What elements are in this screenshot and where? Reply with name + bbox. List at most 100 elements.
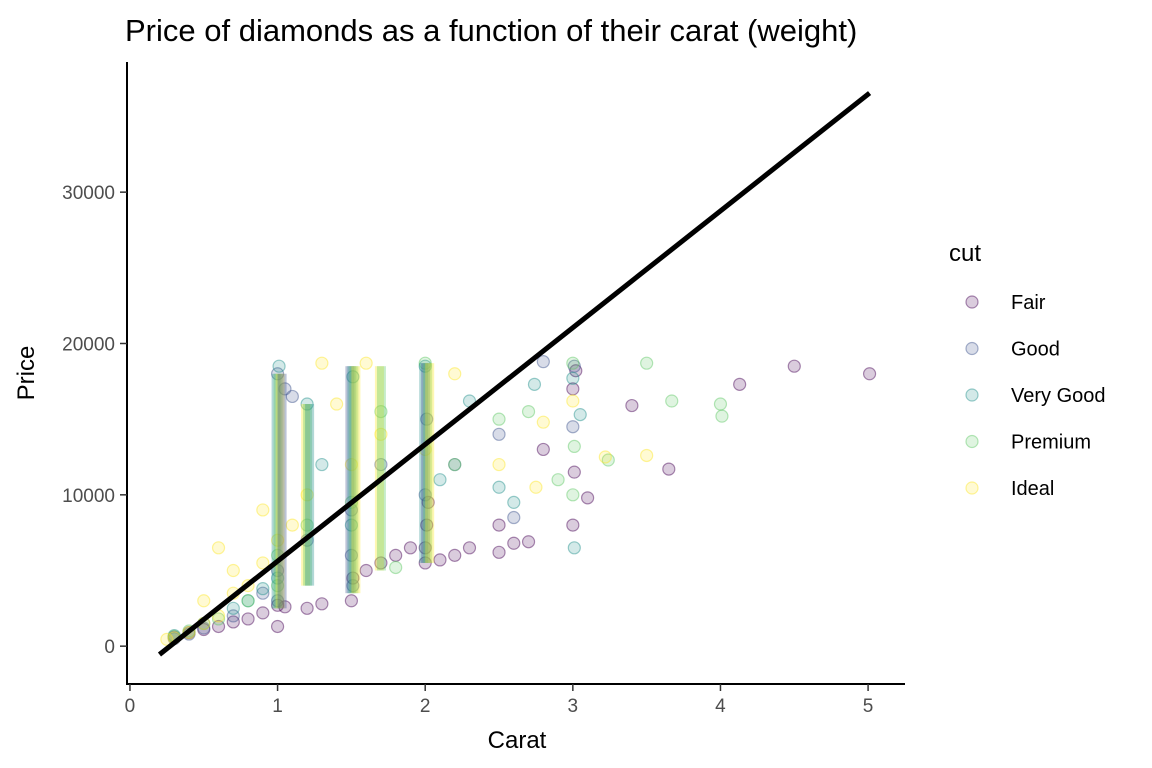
data-point-premium — [640, 356, 654, 370]
data-point-fair — [315, 597, 329, 611]
legend-key — [965, 434, 979, 449]
density-bands — [271, 363, 435, 609]
y-axis-title: Price — [13, 346, 40, 401]
data-point-fair — [344, 594, 358, 608]
data-point-ideal — [330, 397, 344, 411]
data-point-fair — [270, 619, 285, 634]
data-point-premium — [715, 409, 729, 423]
data-point-good — [507, 510, 521, 525]
data-point-fair — [241, 612, 255, 626]
data-point-fair — [389, 548, 403, 562]
legend-title: cut — [949, 240, 981, 267]
legend-entry-very-good: Very Good — [965, 385, 1106, 407]
data-point-good — [448, 457, 462, 472]
data-point-good — [285, 389, 299, 404]
legend-label: Very Good — [1011, 385, 1106, 407]
density-band — [345, 366, 355, 594]
data-point-premium — [551, 473, 565, 487]
legend-entry-fair: Fair — [965, 292, 1046, 314]
data-point-good — [420, 412, 434, 426]
y-axis-ticks: 0 10000 20000 30000 — [62, 183, 127, 658]
data-point-very-good — [433, 473, 447, 487]
density-band — [347, 366, 357, 594]
data-point-fair — [580, 491, 595, 505]
data-point-premium — [566, 356, 580, 370]
data-point-good — [256, 586, 270, 600]
x-tick-label: 3 — [568, 696, 579, 717]
data-point-very-good — [492, 480, 506, 494]
data-point-fair — [492, 545, 506, 559]
x-tick-label: 5 — [863, 696, 874, 717]
data-point-fair — [211, 619, 226, 634]
data-point-fair — [625, 398, 639, 413]
x-axis-ticks: 0 1 2 3 4 5 — [125, 684, 874, 717]
data-point-very-good — [226, 601, 240, 615]
data-point-premium — [601, 453, 615, 467]
data-point-very-good — [315, 457, 329, 472]
data-point-fair — [418, 541, 432, 555]
data-point-very-good — [256, 582, 270, 596]
data-point-good — [344, 548, 358, 562]
data-point-fair — [492, 518, 506, 532]
data-point-fair — [862, 367, 877, 381]
data-point-premium — [270, 579, 285, 593]
data-point-ideal — [315, 356, 329, 370]
data-point-good — [270, 594, 285, 608]
data-point-good — [566, 420, 580, 434]
data-point-fair — [567, 465, 581, 479]
legend-key — [965, 481, 979, 495]
data-point-fair — [507, 536, 521, 550]
density-band — [376, 366, 386, 571]
data-point-ideal — [640, 448, 654, 463]
data-point-premium — [300, 518, 314, 532]
data-point-fair — [787, 359, 801, 373]
data-point-good — [418, 488, 432, 502]
data-point-fair — [448, 548, 462, 562]
data-point-premium — [448, 457, 462, 472]
data-point-fair — [662, 462, 676, 476]
legend-entry-ideal: Ideal — [965, 478, 1054, 500]
data-point-good — [536, 355, 550, 369]
data-point-very-good — [418, 359, 432, 373]
data-point-ideal — [529, 480, 543, 494]
data-point-very-good — [573, 408, 587, 422]
data-point-very-good — [272, 359, 286, 373]
data-point-ideal — [492, 457, 506, 472]
density-band — [421, 363, 431, 563]
data-point-ideal — [536, 415, 550, 429]
density-band — [374, 366, 384, 571]
data-point-fair — [197, 622, 211, 637]
density-band — [273, 373, 283, 609]
data-point-ideal — [270, 533, 285, 547]
data-point-fair — [300, 601, 314, 615]
data-point-ideal — [197, 594, 211, 608]
data-point-very-good — [270, 571, 285, 585]
density-band — [271, 373, 281, 609]
x-tick-label: 0 — [125, 696, 136, 717]
x-axis-title: Carat — [488, 727, 547, 754]
data-point-very-good — [300, 397, 314, 411]
data-point-fair — [359, 563, 373, 578]
data-point-fair — [270, 598, 285, 612]
data-point-ideal — [566, 394, 580, 408]
y-tick-label: 0 — [104, 637, 115, 658]
data-point-fair — [403, 541, 418, 555]
data-point-premium — [418, 356, 432, 370]
legend-label: Premium — [1011, 432, 1091, 454]
data-point-good — [567, 359, 581, 373]
data-point-fair — [421, 495, 435, 509]
data-point-fair — [374, 556, 388, 570]
data-point-very-good — [567, 541, 581, 555]
density-band — [423, 363, 433, 563]
data-point-very-good — [344, 518, 358, 532]
data-point-ideal — [374, 427, 388, 441]
density-band — [349, 366, 359, 594]
chart-title: Price of diamonds as a function of their… — [125, 13, 857, 48]
data-point-very-good — [241, 594, 255, 608]
legend-entry-premium: Premium — [965, 432, 1091, 454]
data-point-fair — [566, 382, 580, 396]
legend-key — [965, 388, 979, 402]
data-point-fair — [256, 606, 270, 620]
x-tick-label: 2 — [420, 696, 431, 717]
legend-label: Good — [1011, 339, 1060, 361]
